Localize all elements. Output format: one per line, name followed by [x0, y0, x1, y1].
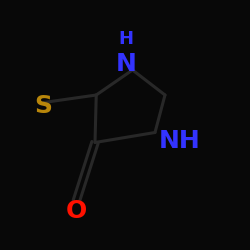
Text: N: N: [116, 52, 137, 76]
Text: O: O: [66, 199, 87, 223]
Text: NH: NH: [159, 129, 201, 153]
Text: S: S: [35, 94, 53, 118]
Text: H: H: [119, 30, 134, 48]
